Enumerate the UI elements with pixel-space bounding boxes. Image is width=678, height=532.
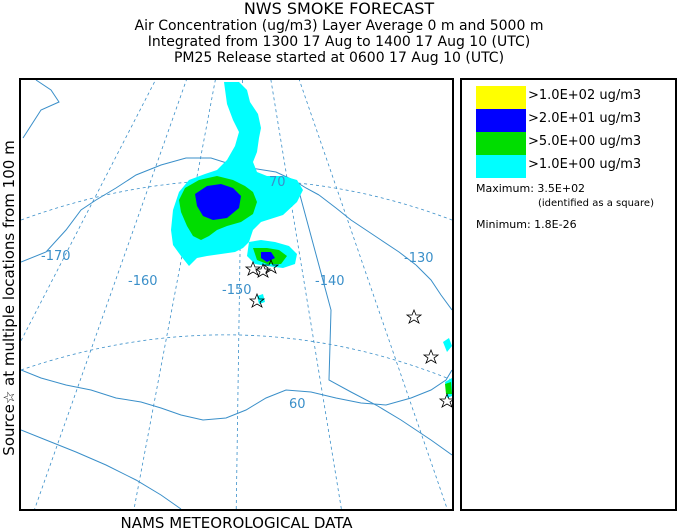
legend-item: >1.0E+02 ug/m3: [476, 86, 676, 109]
legend-item: >2.0E+01 ug/m3: [476, 109, 676, 132]
lon-label-130: -130: [404, 251, 434, 266]
border-line: [296, 183, 452, 456]
source-star: [244, 260, 262, 276]
coast-north-slope: [21, 157, 320, 263]
source-star: [262, 258, 280, 274]
meridian-130: [298, 80, 448, 509]
coast-peninsula: [21, 429, 182, 509]
legend-swatch-blue: [476, 109, 526, 132]
source-side-label: Source☆ at multiple locations from 100 m: [0, 140, 18, 456]
coastlines: [21, 80, 452, 509]
legend-label: >2.0E+01 ug/m3: [528, 111, 642, 126]
subtitle-release: PM25 Release started at 0600 17 Aug 10 (…: [173, 50, 505, 66]
subtitle-concentration: Air Concentration (ug/m3) Layer Average …: [134, 18, 544, 34]
lon-label-140: -140: [315, 274, 345, 289]
map-title: NWS SMOKE FORECAST: [243, 0, 435, 18]
meridian-180: [21, 80, 156, 342]
legend-label: >5.0E+00 ug/m3: [528, 134, 642, 149]
lat-label-60: 60: [289, 397, 306, 412]
minimum-label: Minimum: 1.8E-26: [476, 218, 577, 231]
lon-label-150: -150: [222, 283, 252, 298]
footer-label: NAMS METEOROLOGICAL DATA: [120, 514, 353, 532]
meridian-140: [270, 80, 342, 509]
plume-green-east: [445, 382, 452, 394]
meridian-170: [34, 80, 187, 509]
lon-label-160: -160: [128, 274, 158, 289]
plume-level-1: [171, 82, 452, 398]
legend-panel: >1.0E+02 ug/m3 >2.0E+01 ug/m3 >5.0E+00 u…: [460, 78, 677, 511]
legend-item: >5.0E+00 ug/m3: [476, 132, 676, 155]
coast-gulf-of-alaska: [21, 369, 452, 421]
legend-label: >1.0E+02 ug/m3: [528, 88, 642, 103]
title-block: NWS SMOKE FORECAST Air Concentration (ug…: [0, 0, 678, 66]
source-markers: [244, 258, 452, 408]
legend-swatch-yellow: [476, 86, 526, 109]
lat-label-70: 70: [269, 175, 286, 190]
parallel-60: [21, 334, 452, 381]
coast-east: [415, 264, 452, 311]
maximum-label: Maximum: 3.5E+02: [476, 182, 586, 195]
subtitle-integration: Integrated from 1300 17 Aug to 1400 17 A…: [147, 34, 531, 50]
coast-chukotka: [22, 80, 60, 139]
source-star: [438, 392, 452, 408]
plume-level-20: [195, 184, 275, 262]
source-star: [422, 348, 440, 364]
maximum-note: (identified as a square): [538, 198, 654, 209]
legend-label: >1.0E+00 ug/m3: [528, 157, 642, 172]
source-star: [405, 308, 423, 324]
source-star: [254, 262, 272, 278]
plume-cyan-main: [171, 82, 303, 266]
legend-item: >1.0E+00 ug/m3: [476, 155, 676, 178]
plume-cyan-east1: [443, 338, 452, 352]
map-panel: -170 -160 -150 -140 -130 70 60: [19, 78, 454, 511]
legend-swatch-green: [476, 132, 526, 155]
plume-blue-main: [195, 184, 241, 220]
source-star: [248, 292, 266, 308]
legend-swatch-cyan: [476, 155, 526, 178]
coast-mackenzie: [318, 194, 417, 266]
meridian-160: [133, 80, 216, 509]
lon-label-170: -170: [41, 249, 71, 264]
map-svg: -170 -160 -150 -140 -130 70 60: [21, 80, 452, 509]
plume-blue-south: [261, 252, 275, 262]
